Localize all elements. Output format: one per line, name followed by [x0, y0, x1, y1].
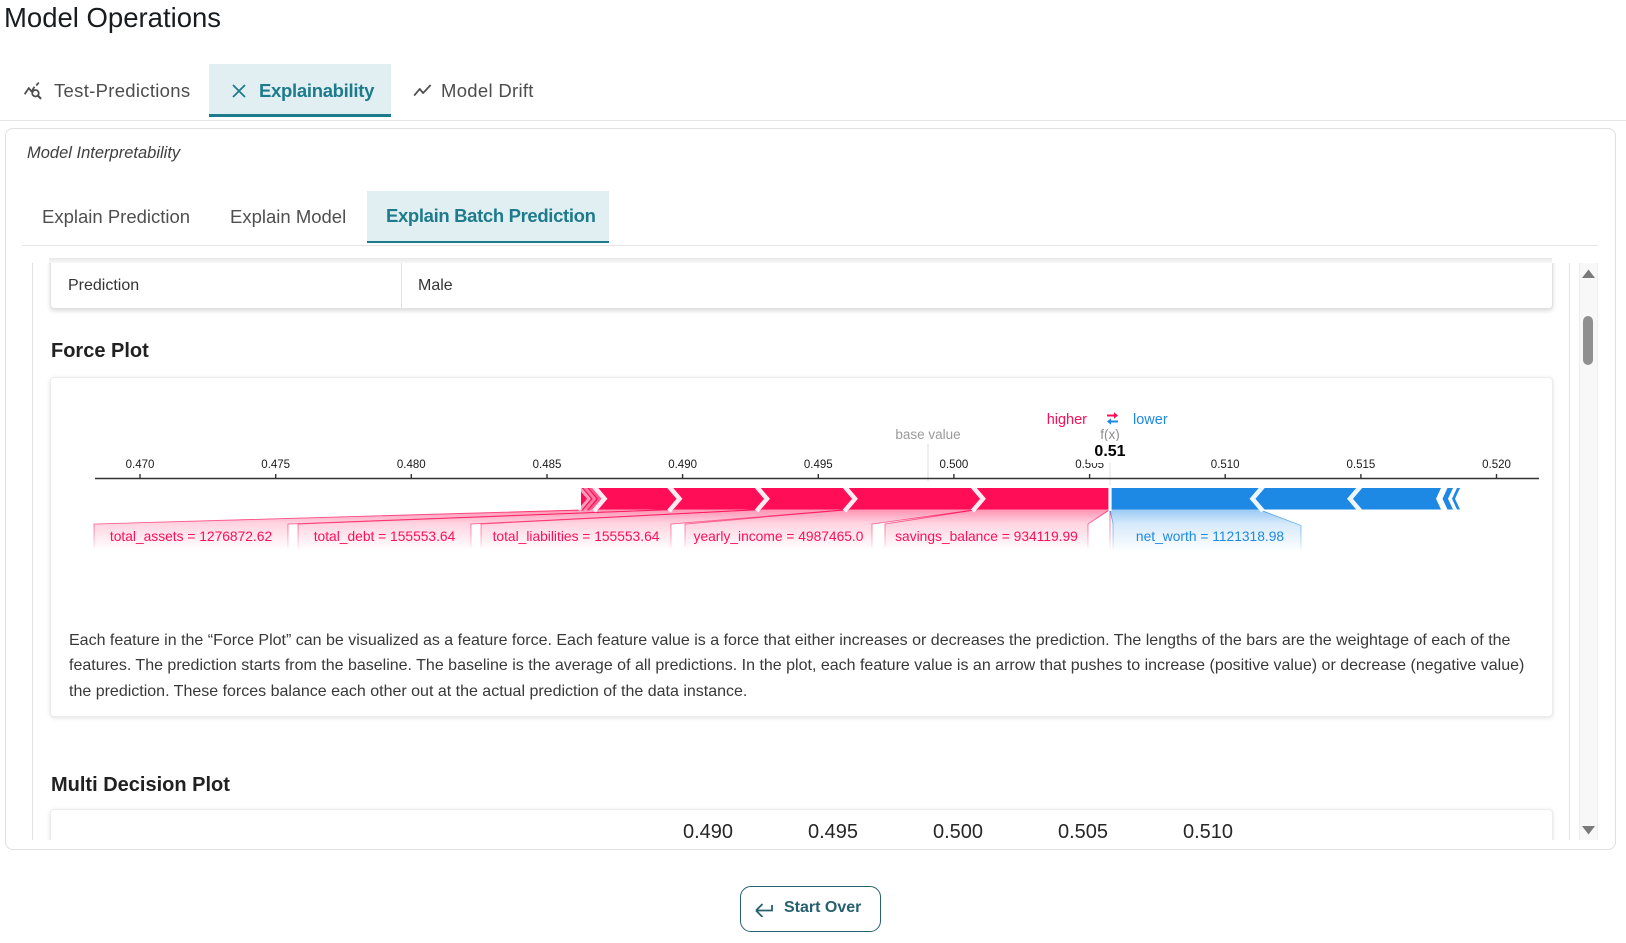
svg-text:f(x): f(x) — [1100, 427, 1120, 442]
svg-text:total_liabilities = 155553.64: total_liabilities = 155553.64 — [493, 529, 660, 544]
svg-text:higher: higher — [1047, 412, 1087, 428]
svg-text:base value: base value — [895, 427, 960, 442]
svg-text:0.485: 0.485 — [533, 459, 562, 471]
svg-text:net_worth = 1121318.98: net_worth = 1121318.98 — [1136, 529, 1285, 544]
svg-text:yearly_income = 4987465.0: yearly_income = 4987465.0 — [694, 529, 864, 544]
svg-text:lower: lower — [1133, 412, 1168, 428]
svg-text:0.51: 0.51 — [1094, 443, 1125, 460]
svg-text:0.490: 0.490 — [668, 459, 697, 471]
svg-text:0.475: 0.475 — [261, 459, 290, 471]
svg-text:savings_balance = 934119.99: savings_balance = 934119.99 — [895, 529, 1078, 544]
svg-text:total_assets = 1276872.62: total_assets = 1276872.62 — [110, 529, 272, 544]
svg-text:0.470: 0.470 — [126, 459, 155, 471]
svg-text:0.510: 0.510 — [1211, 459, 1240, 471]
svg-text:0.495: 0.495 — [804, 459, 833, 471]
svg-text:0.515: 0.515 — [1347, 459, 1376, 471]
svg-text:0.520: 0.520 — [1482, 459, 1511, 471]
svg-text:0.500: 0.500 — [940, 459, 969, 471]
svg-text:total_debt = 155553.64: total_debt = 155553.64 — [314, 529, 456, 544]
svg-text:0.480: 0.480 — [397, 459, 426, 471]
